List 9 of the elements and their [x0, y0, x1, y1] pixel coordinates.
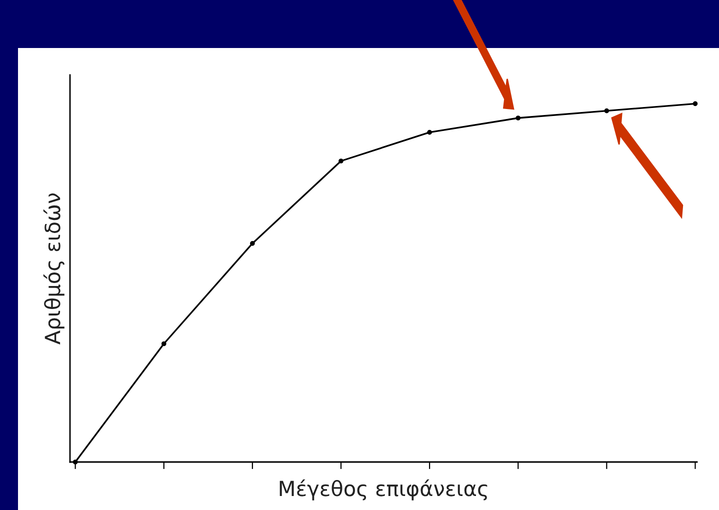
point: [250, 240, 255, 246]
point: [604, 108, 610, 114]
point: [338, 158, 344, 164]
point: [692, 101, 698, 106]
point: [427, 130, 432, 135]
y-axis-title: Αριθμός ειδών: [43, 193, 64, 344]
point: [516, 116, 521, 120]
x-axis-title: Μέγεθος επιφάνειας: [280, 479, 488, 500]
point: [161, 341, 166, 346]
